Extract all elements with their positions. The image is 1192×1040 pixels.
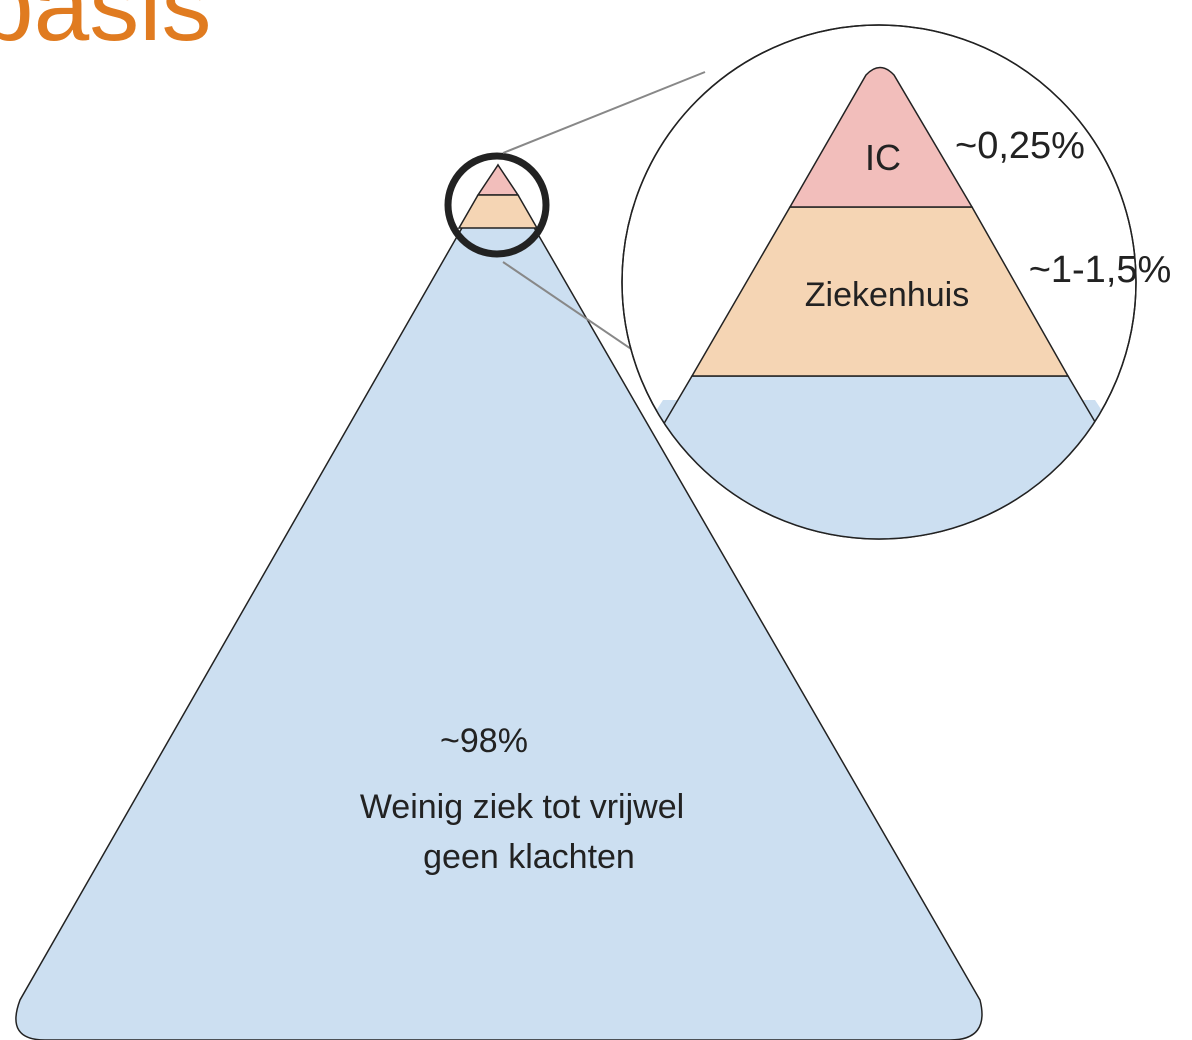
- zoom-outline: [621, 24, 1137, 540]
- base-pyramid: [15, 163, 983, 1040]
- base-description: geen klachten: [423, 838, 635, 876]
- top-label: IC: [865, 137, 901, 178]
- zoom-top: [788, 66, 974, 208]
- focus-ring: [444, 152, 550, 258]
- middle-label: Ziekenhuis: [805, 276, 969, 314]
- title: basis: [0, 0, 211, 62]
- mini-top: [476, 163, 520, 196]
- top-percent: ~0,25%: [955, 125, 1085, 167]
- connector: [502, 261, 641, 356]
- mini-middle: [457, 194, 539, 229]
- connector: [502, 71, 706, 154]
- base-percent: ~98%: [440, 722, 528, 760]
- base-description: Weinig ziek tot vrijwel: [360, 788, 684, 826]
- middle-percent: ~1-1,5%: [1029, 249, 1172, 291]
